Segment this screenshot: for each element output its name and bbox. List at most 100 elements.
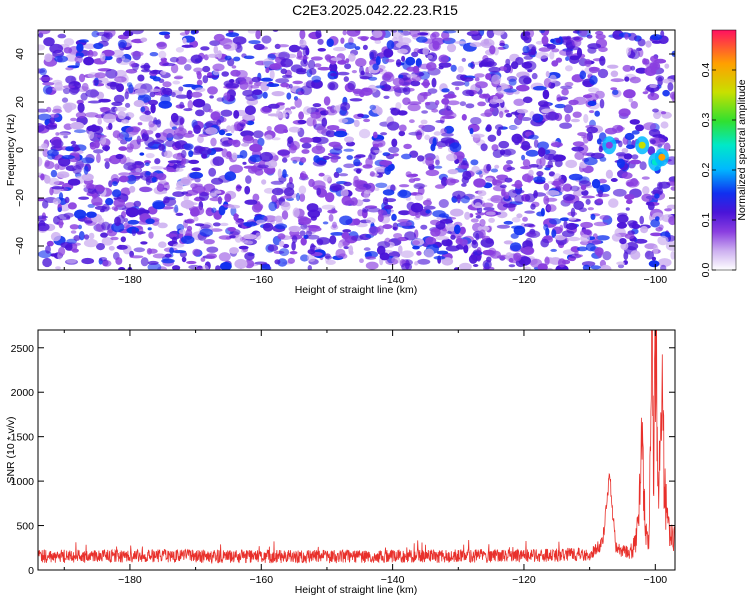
heatmap-cell xyxy=(513,98,525,107)
heatmap-cell xyxy=(307,265,312,270)
heatmap-cell xyxy=(475,215,482,219)
heatmap-cell xyxy=(116,57,123,64)
heatmap-cell xyxy=(412,245,420,250)
heatmap-cell xyxy=(572,141,585,147)
heatmap-cell xyxy=(410,202,424,213)
heatmap-cell xyxy=(108,122,113,130)
heatmap-cell xyxy=(525,149,539,157)
heatmap-cell xyxy=(93,79,103,84)
heatmap-cell xyxy=(513,252,522,262)
heatmap-cell xyxy=(435,159,440,166)
snr-x-label: Height of straight line (km) xyxy=(295,584,418,596)
heatmap-hotspot xyxy=(638,141,646,149)
heatmap-cell xyxy=(508,125,520,130)
heatmap-cell xyxy=(668,176,675,183)
heatmap-cell xyxy=(174,127,187,137)
heatmap-cell xyxy=(420,119,428,125)
heatmap-cell xyxy=(77,224,82,230)
heatmap-cell xyxy=(144,162,150,167)
heatmap-cell xyxy=(329,235,337,245)
heatmap-cell xyxy=(224,55,232,61)
heatmap-cell xyxy=(644,250,655,260)
heatmap-cell xyxy=(297,216,309,222)
heatmap-cell xyxy=(135,167,141,173)
heatmap-cell xyxy=(424,134,431,141)
heatmap-cell xyxy=(179,32,188,36)
heatmap-cell xyxy=(329,62,338,73)
heatmap-cell xyxy=(573,96,587,105)
heatmap-cell xyxy=(329,183,342,192)
heatmap-cell xyxy=(120,139,128,145)
heatmap-cell xyxy=(225,133,233,136)
heatmap-cell xyxy=(632,221,637,225)
heatmap-cell xyxy=(244,185,251,195)
heatmap-cell xyxy=(365,251,378,258)
heatmap-cell xyxy=(523,266,532,270)
heatmap-cell xyxy=(321,117,328,128)
heatmap-cell xyxy=(582,264,591,270)
heatmap-cell xyxy=(282,157,288,163)
heatmap-cell xyxy=(57,157,71,167)
heatmap-cell xyxy=(299,193,306,202)
heatmap-cell xyxy=(643,122,657,131)
heatmap-cell xyxy=(483,207,495,211)
heatmap-cell xyxy=(415,212,421,219)
heatmap-cell xyxy=(212,70,220,76)
heatmap-cell xyxy=(454,224,461,235)
heatmap-cell xyxy=(354,179,364,189)
heatmap-cell xyxy=(532,113,541,122)
heatmap-cell xyxy=(489,45,496,55)
heatmap-cell xyxy=(586,126,598,134)
heatmap-cell xyxy=(183,143,194,151)
heatmap-cell xyxy=(114,76,127,83)
heatmap-cell xyxy=(503,220,514,225)
heatmap-cell xyxy=(126,82,133,88)
heatmap-cell xyxy=(308,59,316,70)
heatmap-cell xyxy=(38,30,51,35)
heatmap-cell xyxy=(486,30,495,39)
heatmap-cell xyxy=(249,154,263,163)
heatmap-cell xyxy=(372,30,383,38)
heatmap-cell xyxy=(252,89,263,96)
heatmap-cell xyxy=(629,119,640,125)
heatmap-cell xyxy=(280,201,291,212)
heatmap-cell xyxy=(216,119,222,125)
heatmap-cell xyxy=(526,230,541,238)
heatmap-cell xyxy=(252,130,264,139)
heatmap-cell xyxy=(657,76,663,87)
heatmap-cell xyxy=(616,158,626,169)
heatmap-cell xyxy=(359,258,364,264)
heatmap-cell xyxy=(612,30,624,40)
heatmap-cell xyxy=(299,30,306,40)
heatmap-cell xyxy=(84,112,99,118)
heatmap-cell xyxy=(405,56,416,66)
heatmap-cell xyxy=(42,82,55,86)
heatmap-cell xyxy=(596,250,603,259)
chart-title: C2E3.2025.042.22.23.R15 xyxy=(292,2,458,18)
heatmap-cell xyxy=(118,146,128,151)
colorbar-tick-label: 0.3 xyxy=(700,113,712,128)
heatmap-cell xyxy=(187,100,194,110)
heatmap-cell xyxy=(430,219,441,226)
heatmap-cell xyxy=(583,134,589,144)
heatmap-cell xyxy=(260,106,273,114)
heatmap-cell xyxy=(374,187,380,191)
heatmap-cell xyxy=(649,139,656,145)
heatmap-cell xyxy=(363,247,371,251)
heatmap-cell xyxy=(143,62,150,71)
heatmap-cell xyxy=(70,117,77,122)
heatmap-cell xyxy=(96,153,101,164)
heatmap-cell xyxy=(431,77,437,88)
heatmap-cell xyxy=(168,162,175,166)
heatmap-cell xyxy=(77,150,84,154)
heatmap-cell xyxy=(488,217,495,223)
heatmap-cell xyxy=(63,135,68,139)
heatmap-cell xyxy=(504,177,513,183)
heatmap-cell xyxy=(185,193,193,197)
heatmap-cell xyxy=(541,35,549,45)
heatmap-cell xyxy=(626,199,633,205)
heatmap-cell xyxy=(99,107,110,111)
heatmap-cell xyxy=(343,148,355,152)
heatmap-cell xyxy=(162,81,172,88)
heatmap-cell xyxy=(129,61,136,68)
